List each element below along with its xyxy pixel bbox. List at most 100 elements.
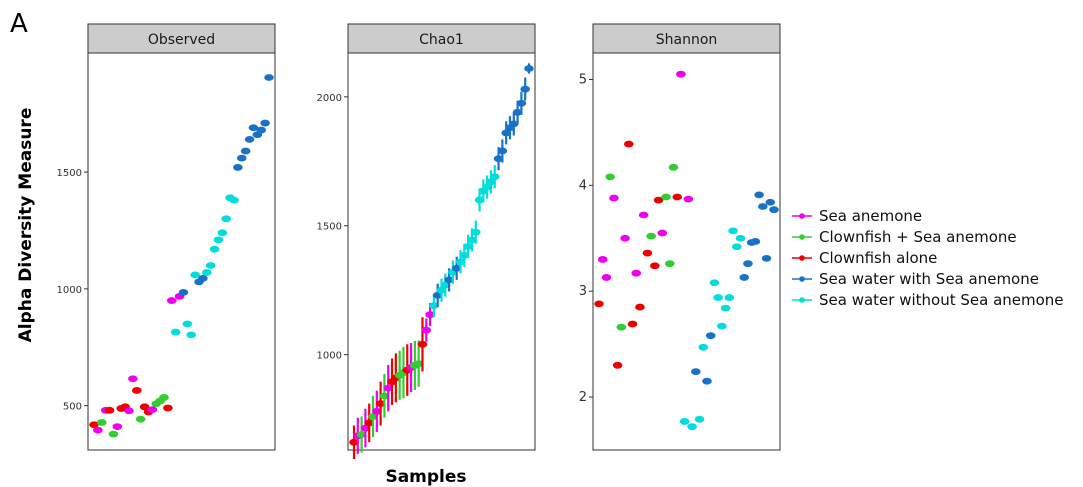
legend: Sea anemone Clownfish + Sea anemone Clownf… (792, 207, 1064, 309)
data-point (248, 124, 259, 132)
strip-header (347, 23, 536, 54)
data-point (597, 256, 608, 263)
data-point (512, 108, 523, 116)
data-point (240, 147, 251, 155)
panel-chao1: Chao1 1000 1500 2000 (317, 23, 536, 460)
legend-key-dot (799, 255, 805, 261)
data-point (147, 406, 158, 413)
legend-label: Sea water with Sea anemone (819, 270, 1039, 288)
data-point (429, 302, 439, 310)
y-tick-label: 5 (579, 72, 587, 87)
data-point (236, 154, 247, 162)
data-point (668, 163, 679, 171)
data-point (260, 119, 270, 127)
legend-item: Clownfish alone (792, 249, 937, 267)
data-point (493, 155, 504, 163)
data-point (743, 260, 753, 268)
legend-key-dot (799, 234, 805, 240)
data-point (417, 340, 428, 348)
data-point (432, 291, 443, 299)
data-point (201, 269, 212, 276)
strip-title: Observed (148, 32, 215, 48)
data-point (463, 242, 473, 250)
facet-panels: Observed 500 1000 1500 Chao1 1000 1500 2000 Shan… (57, 23, 781, 460)
data-point (657, 229, 668, 237)
data-point (735, 234, 746, 242)
data-point (683, 195, 694, 203)
data-point (516, 99, 527, 107)
data-point (470, 228, 481, 236)
data-point (750, 238, 761, 245)
data-point (601, 274, 612, 281)
data-point (691, 368, 701, 376)
legend-label: Sea anemone (819, 207, 922, 225)
data-point (664, 260, 675, 268)
data-point (221, 215, 232, 223)
data-point (739, 274, 750, 281)
plot-frame (347, 52, 536, 451)
data-point (627, 320, 638, 328)
data-point (650, 262, 660, 270)
data-point (646, 232, 656, 240)
data-point (360, 424, 371, 432)
data-point (170, 328, 181, 336)
data-point (661, 193, 671, 201)
y-tick-label: 1000 (57, 285, 82, 296)
data-point (679, 418, 690, 425)
strip-title: Chao1 (419, 32, 464, 48)
data-point (178, 288, 189, 296)
data-point (694, 415, 705, 423)
data-point (638, 211, 649, 219)
legend-item: Sea water without Sea anemone (792, 291, 1064, 309)
data-point (135, 415, 146, 423)
data-point (705, 332, 716, 340)
data-point (672, 193, 682, 201)
legend-item: Sea water with Sea anemone (792, 270, 1039, 288)
data-point (440, 281, 451, 289)
data-point (217, 229, 228, 237)
data-point (166, 297, 177, 304)
data-point (702, 377, 712, 385)
legend-label: Clownfish + Sea anemone (819, 228, 1017, 246)
data-point (128, 375, 138, 383)
data-point (605, 173, 615, 181)
data-point (474, 196, 485, 204)
legend-key-dot (799, 276, 805, 282)
data-point (635, 303, 645, 311)
panel-letter: A (10, 9, 28, 39)
data-point (497, 147, 508, 155)
data-point (489, 173, 500, 181)
y-axis-title: Alpha Diversity Measure (16, 108, 36, 343)
plot-frame (87, 52, 276, 451)
y-tick-label: 4 (579, 178, 587, 193)
data-point (112, 423, 123, 431)
strip-header (592, 23, 781, 54)
data-point (256, 126, 267, 134)
data-point (364, 419, 375, 427)
data-point (89, 421, 99, 429)
y-tick-label: 1500 (317, 222, 342, 233)
data-point (233, 164, 243, 171)
strip-title: Shannon (656, 32, 718, 48)
data-point (769, 206, 779, 214)
data-point (724, 294, 735, 301)
data-point (616, 323, 627, 331)
data-point (368, 413, 378, 420)
data-point (698, 343, 709, 351)
data-point (501, 129, 511, 137)
strip-header (87, 23, 276, 54)
y-tick-label: 2000 (317, 93, 342, 104)
data-point (623, 140, 634, 148)
y-tick-label: 3 (579, 284, 587, 299)
data-point (436, 286, 447, 294)
legend-key-dot (799, 297, 805, 303)
data-point (356, 431, 367, 438)
data-point (159, 394, 169, 401)
data-point (108, 430, 119, 438)
data-point (379, 392, 390, 400)
data-point (761, 254, 772, 262)
data-point (524, 65, 534, 72)
data-point (728, 227, 738, 235)
panel-observed: Observed 500 1000 1500 (57, 23, 276, 451)
